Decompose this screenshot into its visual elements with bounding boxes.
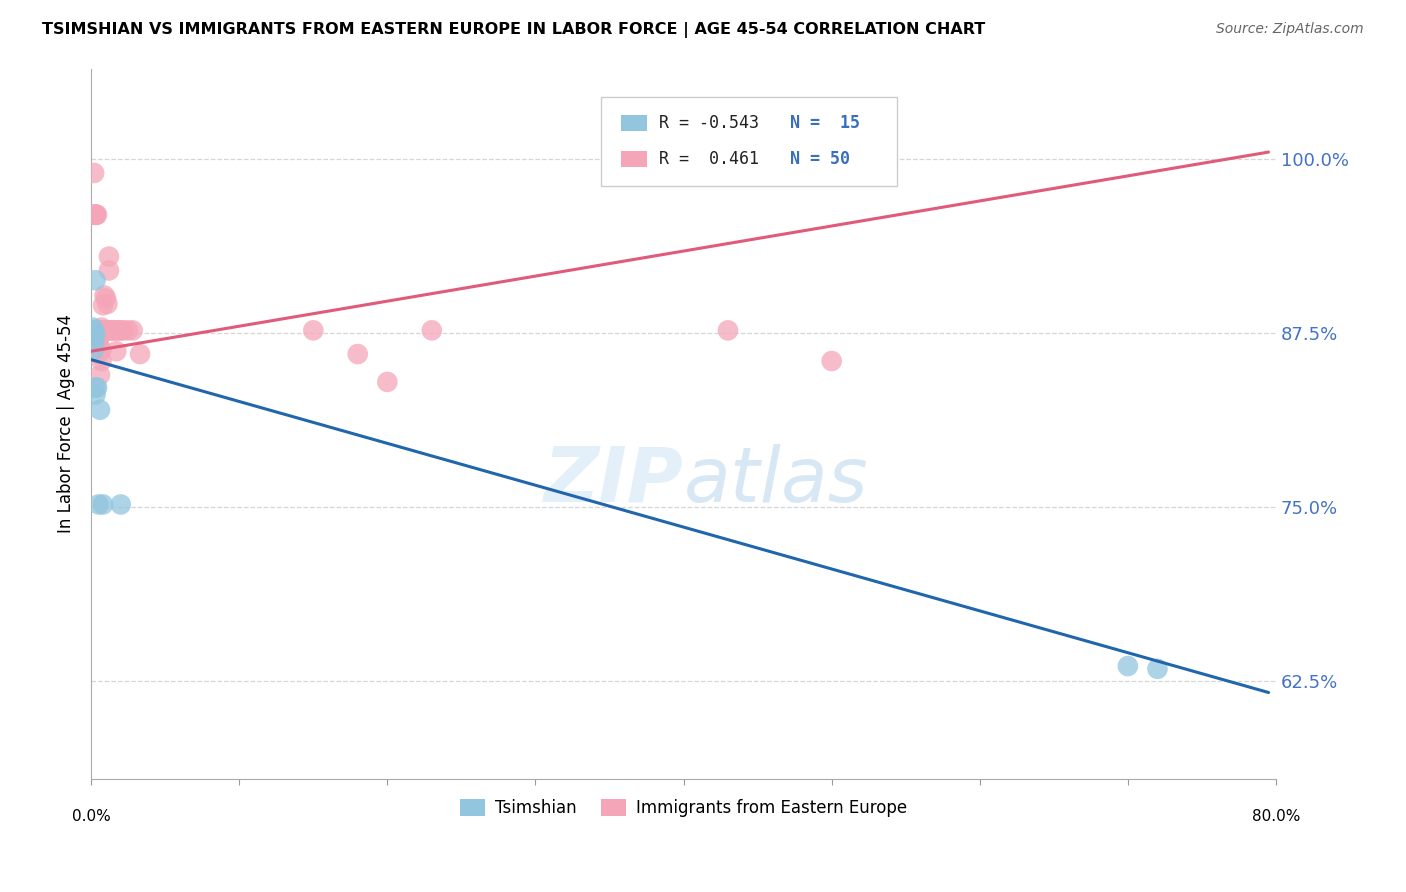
Point — [84, 208, 107, 222]
Point — [86, 208, 108, 222]
Point — [90, 320, 112, 334]
Point — [97, 263, 120, 277]
Point — [103, 323, 125, 337]
Point — [83, 343, 105, 357]
Point — [420, 323, 443, 337]
Point — [90, 343, 112, 357]
Point — [112, 323, 135, 337]
Point — [91, 498, 114, 512]
Point — [104, 323, 127, 337]
Point — [110, 498, 132, 512]
Point — [90, 354, 112, 368]
Y-axis label: In Labor Force | Age 45-54: In Labor Force | Age 45-54 — [58, 314, 75, 533]
Point — [84, 327, 107, 342]
Point — [83, 208, 105, 222]
Point — [93, 288, 115, 302]
Point — [129, 347, 152, 361]
Point — [101, 323, 124, 337]
Point — [94, 291, 117, 305]
Text: 0.0%: 0.0% — [72, 810, 111, 824]
Point — [717, 323, 740, 337]
Text: atlas: atlas — [683, 443, 868, 517]
Point — [87, 498, 110, 512]
Point — [86, 337, 108, 351]
FancyBboxPatch shape — [621, 115, 647, 131]
Point — [93, 323, 115, 337]
Point — [346, 347, 368, 361]
Text: Source: ZipAtlas.com: Source: ZipAtlas.com — [1216, 22, 1364, 37]
Point — [89, 402, 111, 417]
Point — [84, 273, 107, 287]
Text: R =  0.461: R = 0.461 — [658, 150, 759, 168]
Point — [84, 208, 107, 222]
Point — [86, 332, 108, 346]
Point — [87, 323, 110, 337]
FancyBboxPatch shape — [621, 151, 647, 167]
Point — [89, 323, 111, 337]
Point — [117, 323, 139, 337]
Point — [121, 323, 143, 337]
Point — [87, 335, 110, 350]
Point — [89, 368, 111, 382]
Point — [84, 208, 107, 222]
Point — [105, 344, 128, 359]
Point — [90, 326, 112, 340]
Point — [96, 323, 118, 337]
Point — [84, 380, 107, 394]
Point — [91, 298, 114, 312]
Point — [91, 323, 114, 337]
Point — [97, 250, 120, 264]
Point — [1146, 662, 1168, 676]
Text: ZIP: ZIP — [544, 443, 683, 517]
Point — [84, 208, 107, 222]
Point — [84, 387, 107, 401]
Point — [100, 323, 122, 337]
Point — [302, 323, 325, 337]
Point — [86, 323, 108, 337]
Point — [110, 323, 132, 337]
FancyBboxPatch shape — [600, 97, 897, 186]
Text: R = -0.543: R = -0.543 — [658, 114, 759, 132]
Legend: Tsimshian, Immigrants from Eastern Europe: Tsimshian, Immigrants from Eastern Europ… — [453, 792, 914, 824]
Point — [86, 327, 108, 342]
Point — [83, 323, 105, 337]
Text: 80.0%: 80.0% — [1251, 810, 1301, 824]
Point — [107, 323, 129, 337]
Text: TSIMSHIAN VS IMMIGRANTS FROM EASTERN EUROPE IN LABOR FORCE | AGE 45-54 CORRELATI: TSIMSHIAN VS IMMIGRANTS FROM EASTERN EUR… — [42, 22, 986, 38]
Point — [82, 320, 104, 334]
Point — [89, 329, 111, 343]
Point — [84, 208, 107, 222]
Point — [83, 166, 105, 180]
Point — [87, 327, 110, 342]
Point — [86, 380, 108, 394]
Point — [87, 347, 110, 361]
Point — [96, 297, 118, 311]
Point — [1116, 659, 1139, 673]
Point — [83, 334, 105, 349]
Point — [821, 354, 844, 368]
Text: N =  15: N = 15 — [790, 114, 860, 132]
Point — [377, 375, 399, 389]
Point — [108, 323, 131, 337]
Text: N = 50: N = 50 — [790, 150, 851, 168]
